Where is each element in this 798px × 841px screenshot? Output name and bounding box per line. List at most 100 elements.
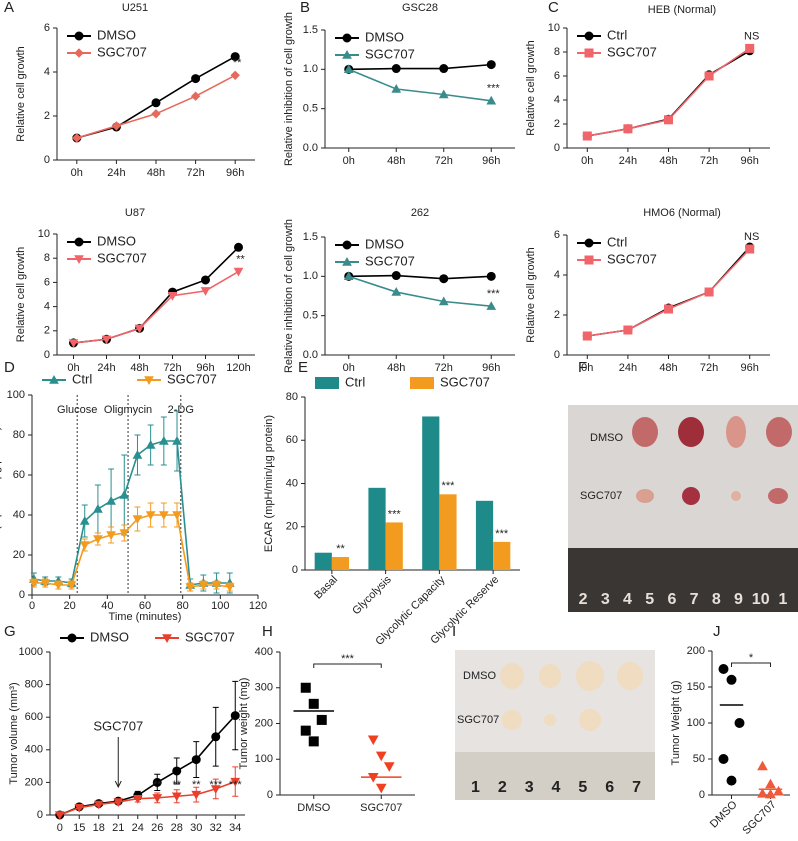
panel-label: B — [300, 0, 310, 16]
legend-label: Ctrl — [607, 27, 627, 42]
bar — [368, 487, 386, 570]
marker — [316, 714, 327, 725]
marker — [439, 64, 449, 74]
marker — [439, 274, 449, 284]
marker — [765, 778, 776, 789]
x-tick-label: 48h — [130, 362, 148, 374]
marker — [151, 98, 161, 108]
y-tick-label: 0.0 — [303, 349, 318, 361]
ruler-number: 10 — [752, 591, 770, 608]
y-tick-label: 20 — [286, 521, 298, 533]
significance: ** — [153, 779, 162, 791]
y-tick-label: 300 — [255, 682, 273, 694]
bar — [422, 416, 440, 570]
x-axis-label: Time (minutes) — [109, 611, 182, 623]
marker — [158, 511, 169, 521]
y-tick-label: 80 — [286, 391, 298, 403]
y-tick-label: 4 — [44, 301, 50, 313]
marker — [704, 287, 714, 297]
ruler-number: 1 — [471, 779, 480, 796]
marker — [167, 292, 178, 301]
marker — [718, 664, 729, 674]
bar — [385, 522, 403, 570]
x-tick-label: 0 — [57, 822, 63, 834]
marker — [230, 711, 240, 721]
injection-label: Oligmycin — [104, 404, 152, 416]
series-line — [76, 55, 236, 139]
tumors-i — [500, 661, 643, 731]
y-tick-label: 150 — [687, 681, 705, 693]
y-tick-label: 80 — [13, 429, 25, 441]
ruler-number: 5 — [645, 591, 654, 608]
injection-label: Glucose — [57, 404, 97, 416]
y-tick-label: 6 — [44, 276, 50, 288]
ruler-number: 8 — [712, 591, 721, 608]
photo-label: SGC707 — [580, 490, 622, 502]
significance-bracket — [313, 663, 382, 668]
marker — [230, 777, 241, 787]
x-tick-label: 100 — [211, 600, 229, 612]
ruler-number: 4 — [552, 779, 561, 796]
marker — [93, 800, 104, 810]
marker — [584, 238, 594, 248]
y-axis-label: ECAR (mpH/min/µg protein) — [263, 415, 275, 552]
chart-title: U87 — [125, 207, 145, 219]
x-tick-label: 18 — [93, 822, 105, 834]
marker — [734, 718, 745, 728]
marker — [172, 511, 182, 521]
marker — [704, 71, 714, 81]
y-tick-label: 400 — [255, 646, 273, 658]
y-axis-label: Relative cell growth — [525, 40, 537, 135]
x-tick-label: DMSO — [297, 802, 330, 814]
bar — [493, 541, 511, 570]
marker — [486, 95, 497, 105]
marker — [486, 301, 497, 310]
y-axis-label: Relative cell growth — [15, 46, 27, 141]
annotation: *** — [487, 83, 501, 95]
x-tick-label: 32 — [210, 822, 222, 834]
marker — [623, 124, 633, 134]
marker — [119, 489, 130, 499]
chart-title: GSC28 — [402, 2, 438, 14]
marker — [210, 785, 221, 794]
marker — [234, 242, 243, 252]
x-tick-label: 48h — [387, 155, 405, 167]
x-tick-label: 26 — [151, 822, 163, 834]
marker — [132, 449, 143, 459]
x-tick-label: 0h — [67, 362, 79, 374]
y-axis-label: Relative inhibition of cell growth — [283, 219, 295, 373]
legend-label: Ctrl — [607, 234, 627, 249]
marker — [152, 777, 162, 787]
x-tick-label: 0 — [29, 600, 35, 612]
marker — [152, 794, 163, 803]
marker — [79, 515, 90, 525]
legend-swatch — [410, 377, 434, 389]
series-line — [348, 63, 492, 71]
x-tick-label: 15 — [73, 822, 85, 834]
marker — [300, 725, 311, 736]
marker — [438, 296, 449, 306]
marker — [190, 91, 201, 101]
y-tick-label: 4 — [554, 269, 560, 281]
y-tick-label: 0 — [292, 564, 298, 576]
marker — [726, 674, 737, 685]
marker — [211, 732, 221, 742]
x-tick-label: Basal — [312, 574, 340, 602]
marker — [66, 581, 77, 591]
legend-label: SGC707 — [365, 253, 415, 268]
x-tick-label: 48h — [659, 155, 677, 167]
x-tick-label: 0h — [343, 155, 355, 167]
photo-label: DMSO — [590, 432, 623, 444]
marker — [172, 435, 182, 445]
y-tick-label: 0.0 — [303, 142, 318, 154]
marker — [119, 529, 130, 539]
x-tick-label: 72h — [700, 155, 718, 167]
marker — [145, 439, 156, 449]
y-tick-label: 6 — [44, 22, 50, 34]
y-tick-label: 0 — [267, 789, 273, 801]
x-tick-label: 0h — [343, 362, 355, 374]
y-tick-label: 200 — [25, 776, 43, 788]
ruler-number: 7 — [690, 591, 699, 608]
y-axis-label: Tumor volume (mm³) — [8, 682, 20, 784]
marker — [29, 579, 39, 589]
